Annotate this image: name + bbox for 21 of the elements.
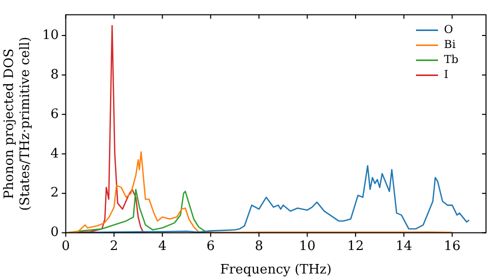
- y-axis-title: Phonon projected DOS (States/THz·primitive cell): [2, 36, 33, 211]
- x-tick-label: 12: [347, 238, 364, 254]
- x-tick-label: 14: [396, 238, 412, 254]
- y-tick-label: 6: [50, 106, 59, 122]
- x-tick-label: 10: [298, 238, 316, 254]
- legend-label: Tb: [444, 53, 458, 66]
- x-tick-label: 2: [110, 238, 118, 254]
- y-tick-label: 4: [50, 146, 59, 162]
- x-tick-label: 8: [254, 238, 264, 254]
- x-tick-label: 4: [158, 238, 166, 254]
- y-tick-label: 8: [50, 67, 59, 82]
- y-tick-label: 10: [42, 28, 59, 43]
- x-tick-label: 16: [444, 238, 460, 254]
- y-tick-label: 2: [50, 186, 59, 201]
- x-tick-label: 0: [62, 238, 70, 254]
- legend-label: O: [444, 23, 454, 36]
- y-tick-label: 0: [50, 225, 59, 240]
- legend-label: I: [444, 68, 448, 82]
- x-axis-title: Frequency (THz): [220, 262, 332, 278]
- x-tick-label: 6: [206, 238, 215, 254]
- legend-label: Bi: [444, 38, 456, 52]
